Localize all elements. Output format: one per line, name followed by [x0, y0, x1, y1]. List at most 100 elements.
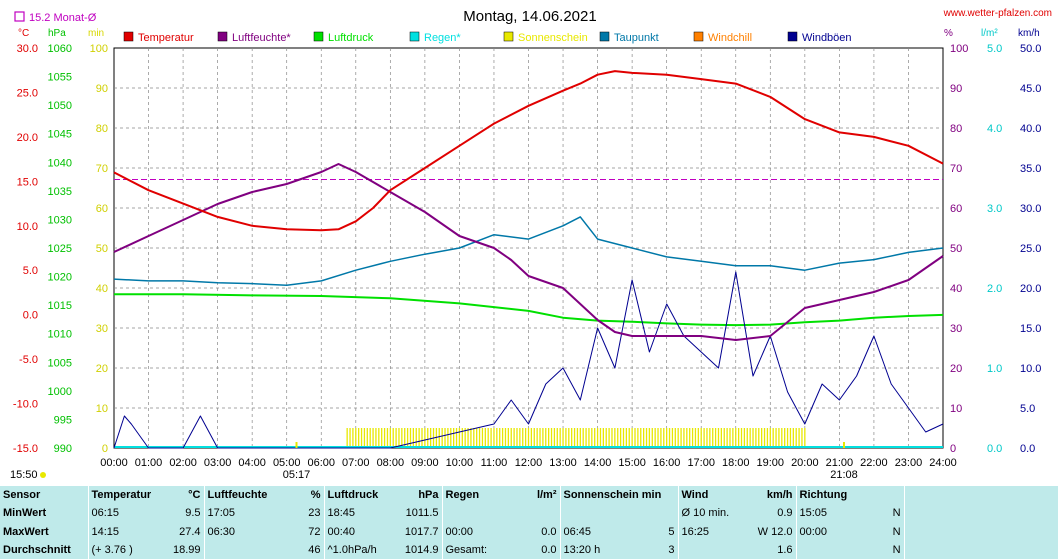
time-tick-label: 06:00: [307, 457, 335, 469]
temp-tick-label: 25.0: [17, 87, 38, 99]
rain-tick-label: 4.0: [987, 123, 1002, 135]
stats-cell-label: MinWert: [3, 507, 47, 520]
time-tick-label: 03:00: [204, 457, 232, 469]
stats-header-sensor: Sensor: [3, 489, 41, 502]
time-tick-label: 09:00: [411, 457, 439, 469]
stats-cell-sun-t: 13:20 h: [559, 540, 646, 559]
time-tick-label: 00:00: [100, 457, 128, 469]
pressure-tick-label: 995: [54, 414, 72, 426]
wind-tick-label: 30.0: [1020, 203, 1041, 215]
temp-tick-label: 10.0: [17, 221, 38, 233]
stats-cell-sun-v: 3: [668, 543, 675, 556]
legend-swatch: [123, 31, 134, 42]
time-tick-label: 08:00: [377, 457, 405, 469]
stats-header-pressure-unit: hPa: [418, 489, 439, 502]
temp-tick-label: 15.0: [17, 176, 38, 188]
stats-cell-hum-t: [203, 540, 274, 559]
series-lines: [113, 70, 944, 449]
temp-unit: °C: [18, 28, 29, 39]
stats-panel: Sensor Temperatur °C Luftfeuchte % Luftd…: [0, 486, 1058, 559]
pressure-tick-label: 1005: [48, 357, 72, 369]
stats-cell-wind-t: [677, 540, 755, 559]
time-tick-label: 18:00: [722, 457, 750, 469]
stats-cell-rain-v: 0.0: [541, 525, 557, 538]
temp-tick-label: -15.0: [13, 443, 38, 455]
series-line-windböen: [113, 271, 944, 449]
minutes-tick-label: 10: [96, 403, 108, 415]
humidity-tick-label: 90: [950, 83, 962, 95]
stats-cell-hum-t: 17:05: [203, 504, 274, 523]
stats-cell-wind-v: W 12.0: [757, 525, 793, 538]
stats-cell-dir-t: 00:00: [795, 522, 857, 541]
stats-cell-rain-t: Gesamt:: [441, 540, 500, 559]
pressure-tick-label: 1035: [48, 186, 72, 198]
stats-cell-temp-t: 14:15: [87, 522, 158, 541]
chart-title: Montag, 14.06.2021: [463, 8, 596, 25]
time-tick-label: 19:00: [757, 457, 785, 469]
stats-header-rain-unit: l/m²: [536, 489, 557, 502]
stats-cell-press-t: 18:45: [323, 504, 392, 523]
legend-label: Windchill: [708, 32, 752, 44]
stats-header-temp-unit: °C: [188, 489, 201, 502]
time-tick-label: 04:00: [238, 457, 266, 469]
pressure-tick-label: 1010: [48, 329, 72, 341]
legend-swatch: [217, 31, 228, 42]
stats-cell-empty: [903, 504, 1058, 523]
time-tick-label: 11:00: [481, 457, 508, 469]
stats-header-humidity-unit: %: [310, 489, 321, 502]
humidity-tick-label: 60: [950, 203, 962, 215]
minutes-unit: min: [88, 28, 104, 39]
stats-cell-sun-t: [559, 504, 646, 523]
rain-tick-label: 2.0: [987, 283, 1002, 295]
pressure-tick-label: 1040: [48, 157, 72, 169]
time-tick-label: 20:00: [791, 457, 819, 469]
temp-tick-label: -10.0: [13, 399, 38, 411]
time-axis: 00:00 01:00 02:00 03:00 04:00 05:00 06:00 07:00…: [100, 442, 957, 481]
humidity-tick-label: 80: [950, 123, 962, 135]
stats-cell-temp-t: (+ 3.76 ): [87, 540, 158, 559]
series-line-taupunkt: [113, 216, 944, 287]
temp-tick-label: -5.0: [19, 354, 38, 366]
stats-cell-wind-t: 16:25: [677, 522, 755, 541]
stats-cell-temp-v: 18.99: [172, 543, 201, 556]
pressure-tick-label: 990: [54, 443, 72, 455]
minutes-tick-label: 70: [96, 163, 108, 175]
time-tick-label: 24:00: [929, 457, 957, 469]
month-average-label: 15.2 Monat-Ø: [29, 12, 97, 24]
legend-label: Luftdruck: [328, 32, 374, 44]
pressure-tick-label: 1020: [48, 272, 72, 284]
sunshine-bars: [114, 428, 943, 448]
legend-label: Sonnenschein: [518, 32, 588, 44]
legend-label: Regen*: [424, 32, 461, 44]
pressure-tick-label: 1050: [48, 100, 72, 112]
stats-cell-press-t: 00:40: [323, 522, 392, 541]
temp-tick-label: 20.0: [17, 132, 38, 144]
stats-cell-hum-v: 72: [308, 525, 321, 538]
humidity-tick-label: 30: [950, 323, 962, 335]
stats-cell-temp-v: 9.5: [185, 507, 201, 520]
stats-row-max: MaxWert 14:15 27.4 06:30 72 00:40 1017.7 00:00 0…: [0, 522, 1058, 541]
wind-tick-label: 0.0: [1020, 443, 1035, 455]
humidity-tick-label: 50: [950, 243, 962, 255]
wind-unit: km/h: [1018, 28, 1040, 39]
series-line-luftdruck: [114, 293, 944, 327]
wind-tick-label: 35.0: [1020, 163, 1041, 175]
series-line-luftfeuchte: [113, 163, 944, 341]
time-tick-label: 01:00: [135, 457, 163, 469]
time-tick-label: 07:00: [342, 457, 370, 469]
minutes-tick-label: 60: [96, 203, 108, 215]
generated-time: 15:50: [10, 469, 38, 481]
pressure-tick-label: 1060: [48, 43, 72, 55]
minutes-tick-label: 50: [96, 243, 108, 255]
time-tick-label: 10:00: [446, 457, 474, 469]
stats-cell-dir-t: [795, 540, 857, 559]
pressure-unit: hPa: [48, 28, 66, 39]
pressure-tick-label: 1015: [48, 300, 72, 312]
temp-tick-label: 30.0: [17, 43, 38, 55]
legend-label: Luftfeuchte*: [232, 32, 291, 44]
wind-tick-label: 10.0: [1020, 363, 1041, 375]
site-url[interactable]: www.wetter-pfalzen.com: [943, 8, 1052, 19]
legend-swatch: [787, 31, 798, 42]
stats-cell-temp-t: 06:15: [87, 504, 158, 523]
minutes-tick-label: 30: [96, 323, 108, 335]
